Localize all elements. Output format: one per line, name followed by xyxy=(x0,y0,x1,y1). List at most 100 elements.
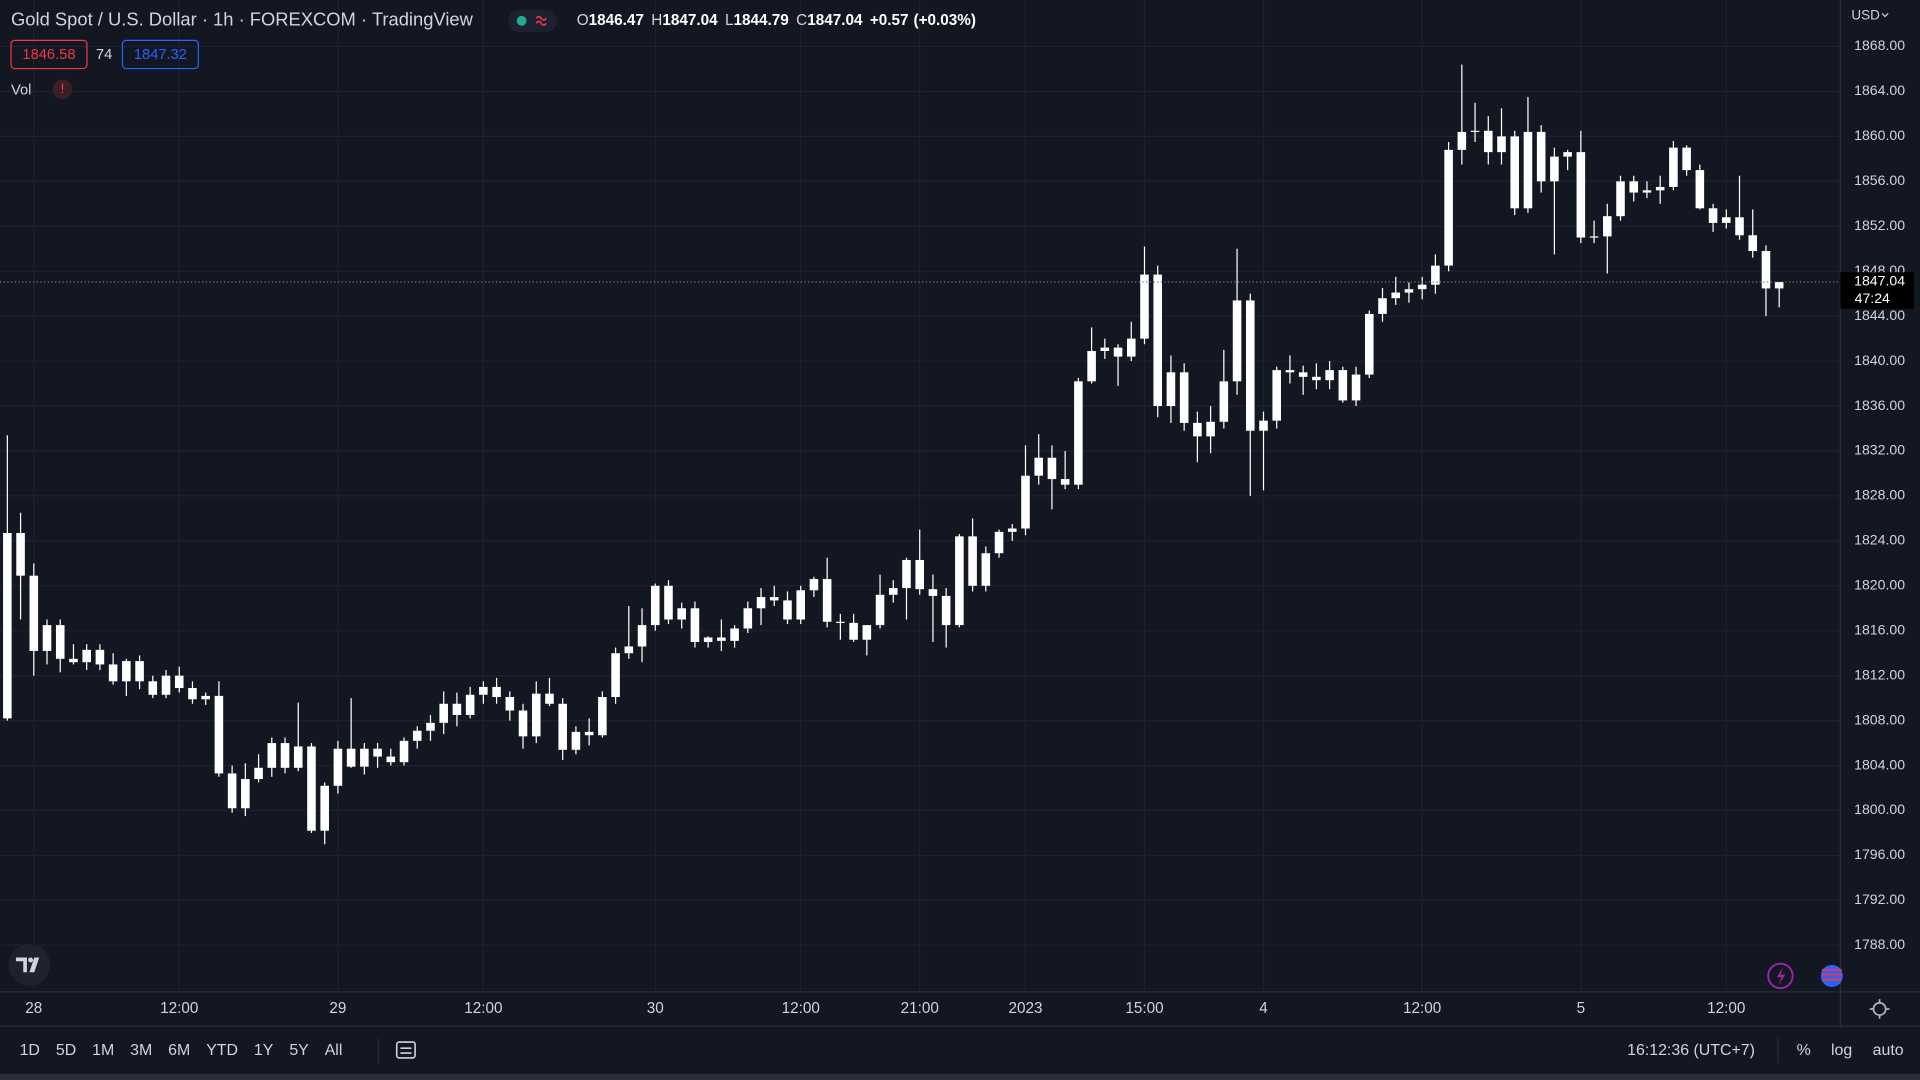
buy-box[interactable] xyxy=(121,39,199,70)
candle-body xyxy=(1047,457,1057,480)
x-tick-label: 21:00 xyxy=(901,1000,939,1017)
range-button[interactable]: 5D xyxy=(56,1042,76,1059)
range-button[interactable]: 3M xyxy=(130,1042,152,1059)
candle-body xyxy=(505,697,515,711)
candle-body xyxy=(439,703,448,723)
candle-body xyxy=(69,658,78,663)
y-tick-label: 1808.00 xyxy=(1854,711,1905,727)
market-open-dot xyxy=(516,15,527,26)
chart-title: Gold Spot / U.S. Dollar · 1h · FOREXCOM … xyxy=(11,9,474,30)
candle-body xyxy=(333,748,343,786)
candle-body xyxy=(307,746,316,831)
candle-body xyxy=(1193,422,1202,437)
currency[interactable]: USD xyxy=(1851,7,1880,22)
candle-body xyxy=(717,637,726,641)
sell-price[interactable]: 1846.58 xyxy=(22,47,75,63)
x-tick-label: 15:00 xyxy=(1125,1000,1163,1017)
candle-body xyxy=(1206,421,1215,437)
range-button[interactable]: 1M xyxy=(92,1042,114,1059)
percent-toggle[interactable]: % xyxy=(1797,1042,1811,1059)
candle-body xyxy=(254,767,263,780)
x-tick-label: 12:00 xyxy=(1707,1000,1745,1017)
candle-body xyxy=(902,559,911,589)
candle-body xyxy=(1391,292,1401,299)
candle-body xyxy=(1722,217,1731,223)
range-button[interactable]: YTD xyxy=(206,1042,238,1059)
change: +0.57 xyxy=(870,12,909,29)
range-button[interactable]: 1Y xyxy=(254,1042,274,1059)
candle-body xyxy=(664,585,673,620)
candle-body xyxy=(241,779,250,809)
y-tick-label: 1828.00 xyxy=(1854,487,1905,503)
candle-body xyxy=(1444,149,1453,266)
candle-body xyxy=(108,664,118,682)
tv-logo[interactable] xyxy=(8,944,51,986)
currency-chevron[interactable] xyxy=(1881,13,1889,18)
candle-body xyxy=(492,686,501,698)
candle-body xyxy=(95,649,105,665)
candle-body xyxy=(465,694,475,716)
candle-body xyxy=(968,536,977,586)
candle-body xyxy=(135,661,144,682)
candle-body xyxy=(1140,274,1149,339)
volume-alert[interactable]: ! xyxy=(61,81,65,96)
y-tick-label: 1812.00 xyxy=(1854,666,1905,682)
flag-icon[interactable] xyxy=(1820,964,1843,987)
date-range-icon[interactable] xyxy=(395,1041,416,1059)
candle-body xyxy=(346,748,356,767)
candle-body xyxy=(703,637,713,642)
candle-body xyxy=(677,608,686,620)
log-toggle[interactable]: log xyxy=(1831,1042,1852,1059)
x-tick-label: 29 xyxy=(329,1000,346,1017)
range-button[interactable]: 5Y xyxy=(289,1042,309,1059)
y-tick-label: 1868.00 xyxy=(1854,37,1905,53)
candle-body xyxy=(611,653,620,698)
y-tick-label: 1796.00 xyxy=(1854,846,1905,862)
candle-body xyxy=(1735,217,1744,236)
y-tick-label: 1824.00 xyxy=(1854,532,1905,548)
range-button[interactable]: 1D xyxy=(20,1042,40,1059)
candle-body xyxy=(518,710,528,737)
settings-icon-teeth xyxy=(1869,999,1890,1019)
lightning-button[interactable] xyxy=(1767,962,1794,990)
candle-body xyxy=(1470,130,1480,133)
candle-body xyxy=(1021,475,1030,529)
y-tick-label: 1840.00 xyxy=(1854,352,1905,368)
clock[interactable]: 16:12:36 (UTC+7) xyxy=(1627,1042,1755,1059)
y-tick-label: 1820.00 xyxy=(1854,577,1905,593)
range-button[interactable]: All xyxy=(325,1042,343,1059)
candle-body xyxy=(214,695,224,774)
candle-body xyxy=(1259,420,1268,431)
sell-box[interactable] xyxy=(10,39,88,70)
candle-body xyxy=(1563,152,1572,157)
auto-toggle[interactable]: auto xyxy=(1873,1042,1904,1059)
x-tick-label: 5 xyxy=(1577,1000,1586,1017)
candle-body xyxy=(373,748,382,757)
buy-price[interactable]: 1847.32 xyxy=(134,47,187,63)
candle-body xyxy=(849,622,858,640)
candle-body xyxy=(941,595,951,626)
candle-body xyxy=(1510,136,1520,209)
candle-body xyxy=(280,743,290,768)
candle-body xyxy=(598,697,607,736)
candle-body xyxy=(1272,370,1282,421)
candle-body xyxy=(1774,282,1784,289)
candle-body xyxy=(769,597,779,601)
candle-body xyxy=(1748,235,1758,251)
candle-body xyxy=(690,608,700,642)
candle-body xyxy=(1589,236,1599,238)
candle-body xyxy=(531,693,541,737)
last-price-box xyxy=(1840,272,1914,309)
volume-alert-bg[interactable] xyxy=(52,79,73,100)
range-button[interactable]: 6M xyxy=(168,1042,190,1059)
y-tick-label: 1788.00 xyxy=(1854,936,1905,952)
candle-body xyxy=(161,675,171,695)
candle-body xyxy=(1536,131,1546,182)
candle-body xyxy=(174,675,184,689)
candle-body xyxy=(1431,265,1440,285)
ohlc-legend: O1846.47 H1847.04 L1844.79 C1847.04 +0.57 (+0… xyxy=(577,12,976,29)
candle-body xyxy=(3,532,12,719)
spread: 74 xyxy=(96,47,112,63)
